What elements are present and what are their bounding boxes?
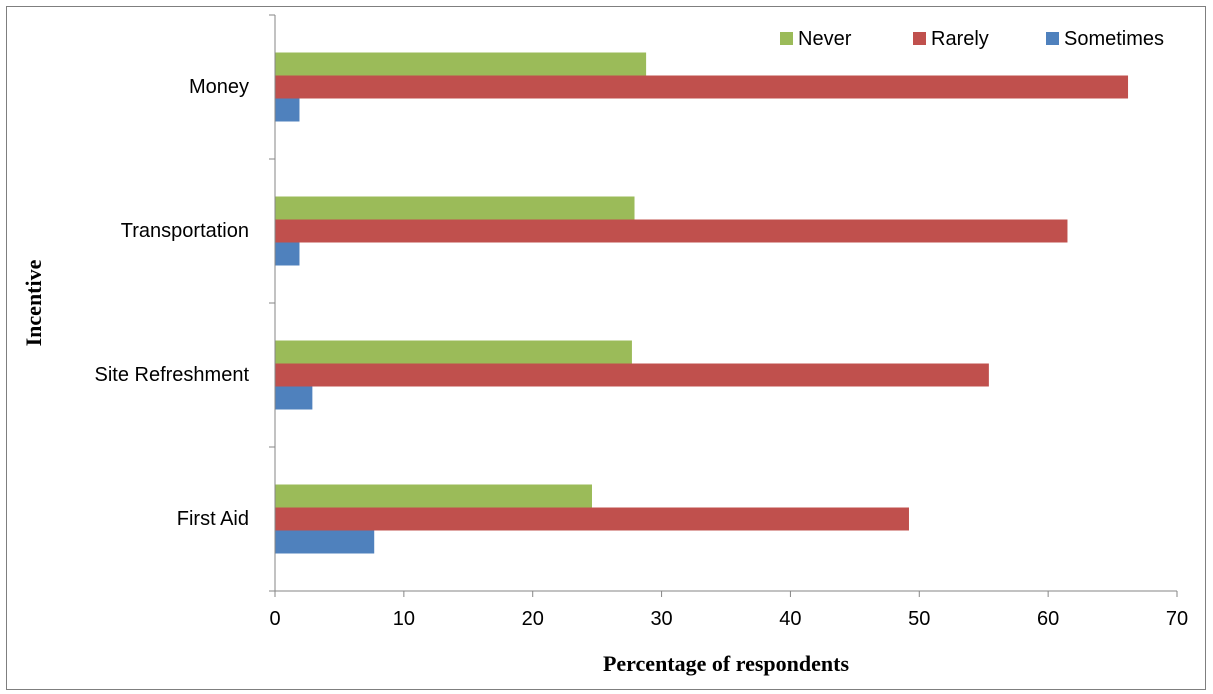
chart-svg: Never Rarely Sometimes First Aid Site Refre…	[21, 14, 1188, 676]
x-tick-label-20: 20	[522, 608, 544, 630]
legend-swatch-rarely	[913, 32, 926, 45]
x-tick-label-50: 50	[908, 608, 930, 630]
y-tick-label-transportation: Transportation	[121, 220, 249, 242]
bar-never-first-aid	[275, 484, 592, 508]
x-tick-label-40: 40	[779, 608, 801, 630]
bar-sometimes-site-refreshment	[275, 386, 313, 410]
x-tick-label-30: 30	[650, 608, 672, 630]
x-tick-label-60: 60	[1037, 608, 1059, 630]
bar-sometimes-transportation	[275, 242, 300, 266]
bar-rarely-transportation	[275, 219, 1068, 243]
legend-label-rarely: Rarely	[931, 28, 989, 50]
x-tick-label-0: 0	[269, 608, 280, 630]
bar-never-transportation	[275, 196, 635, 220]
y-tick-label-first-aid: First Aid	[177, 508, 249, 530]
bar-rarely-site-refreshment	[275, 363, 989, 387]
legend-label-never: Never	[798, 28, 852, 50]
axes-group: First Aid Site Refreshment Transportation M…	[94, 14, 1188, 630]
bar-never-site-refreshment	[275, 340, 632, 364]
bar-rarely-money	[275, 75, 1129, 99]
x-tick-label-70: 70	[1166, 608, 1188, 630]
bar-sometimes-money	[275, 98, 300, 122]
bar-rarely-first-aid	[275, 507, 909, 531]
bar-never-money	[275, 52, 647, 76]
chart-legend: Never Rarely Sometimes	[780, 28, 1164, 50]
bars-group	[275, 52, 1129, 554]
legend-label-sometimes: Sometimes	[1064, 28, 1164, 50]
y-tick-label-site-refreshment: Site Refreshment	[94, 364, 249, 386]
x-tick-label-10: 10	[393, 608, 415, 630]
legend-swatch-sometimes	[1046, 32, 1059, 45]
bar-sometimes-first-aid	[275, 530, 375, 554]
y-axis-title: Incentive	[21, 259, 46, 346]
legend-swatch-never	[780, 32, 793, 45]
x-axis-title: Percentage of respondents	[603, 651, 849, 676]
y-tick-label-money: Money	[189, 76, 249, 98]
chart-frame: Never Rarely Sometimes First Aid Site Refre…	[6, 6, 1206, 690]
